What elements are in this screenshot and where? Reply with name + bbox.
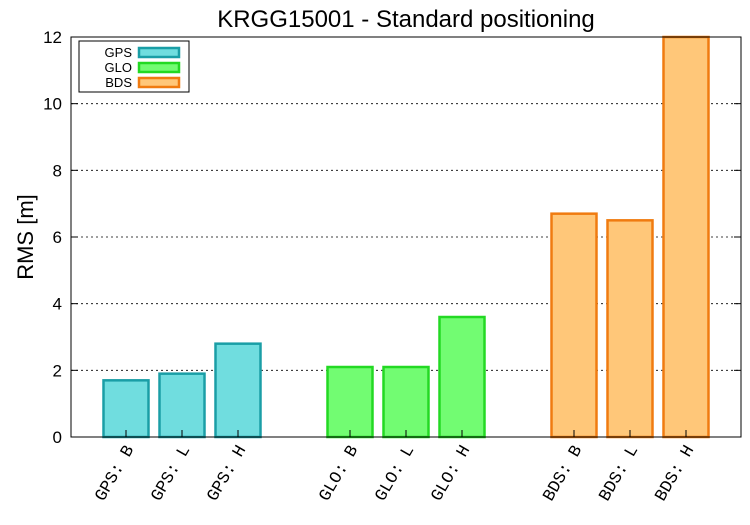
bar-bds-2 xyxy=(606,219,654,439)
legend-swatch-gps xyxy=(137,46,181,59)
bars xyxy=(102,35,710,439)
y-tick-label: 12 xyxy=(43,28,62,47)
y-tick-label: 4 xyxy=(53,295,62,314)
legend-swatch-glo xyxy=(137,61,181,74)
bar-bds-3 xyxy=(662,35,710,439)
y-tick-label: 10 xyxy=(43,95,62,114)
y-tick-label: 0 xyxy=(53,428,62,447)
legend-label-glo: GLO xyxy=(105,60,132,75)
bar-bds-1 xyxy=(550,212,598,439)
x-axis-ticks: GPS: B GPS: L GPS: H GLO: B GLO: L GLO: H BDS:… xyxy=(92,430,699,505)
x-tick-label: BDS: H xyxy=(652,443,699,506)
legend-swatch-bds xyxy=(137,76,181,89)
bar-gps-3 xyxy=(214,342,262,439)
x-tick-label: BDS: L xyxy=(596,443,643,506)
bar-glo-1 xyxy=(326,365,374,439)
y-tick-label: 8 xyxy=(53,161,62,180)
x-tick-label: GPS: L xyxy=(148,443,195,506)
y-axis-label: RMS [m] xyxy=(13,194,38,280)
y-axis-ticks: 0 2 4 6 8 10 12 xyxy=(43,28,741,447)
bar-glo-2 xyxy=(382,365,430,439)
legend-label-gps: GPS xyxy=(105,45,133,60)
y-tick-label: 2 xyxy=(53,361,62,380)
y-tick-label: 6 xyxy=(53,228,62,247)
chart-title: KRGG15001 - Standard positioning xyxy=(217,6,595,33)
x-tick-label: GLO: H xyxy=(428,443,475,506)
legend-label-bds: BDS xyxy=(105,75,132,90)
x-tick-label: GPS: B xyxy=(92,443,139,506)
bar-glo-3 xyxy=(438,315,486,439)
bar-gps-1 xyxy=(102,379,150,439)
x-tick-label: BDS: B xyxy=(540,443,587,506)
x-tick-label: GLO: B xyxy=(316,443,363,506)
bar-gps-2 xyxy=(158,372,206,439)
x-tick-label: GLO: L xyxy=(372,443,419,506)
x-tick-label: GPS: H xyxy=(204,443,251,506)
